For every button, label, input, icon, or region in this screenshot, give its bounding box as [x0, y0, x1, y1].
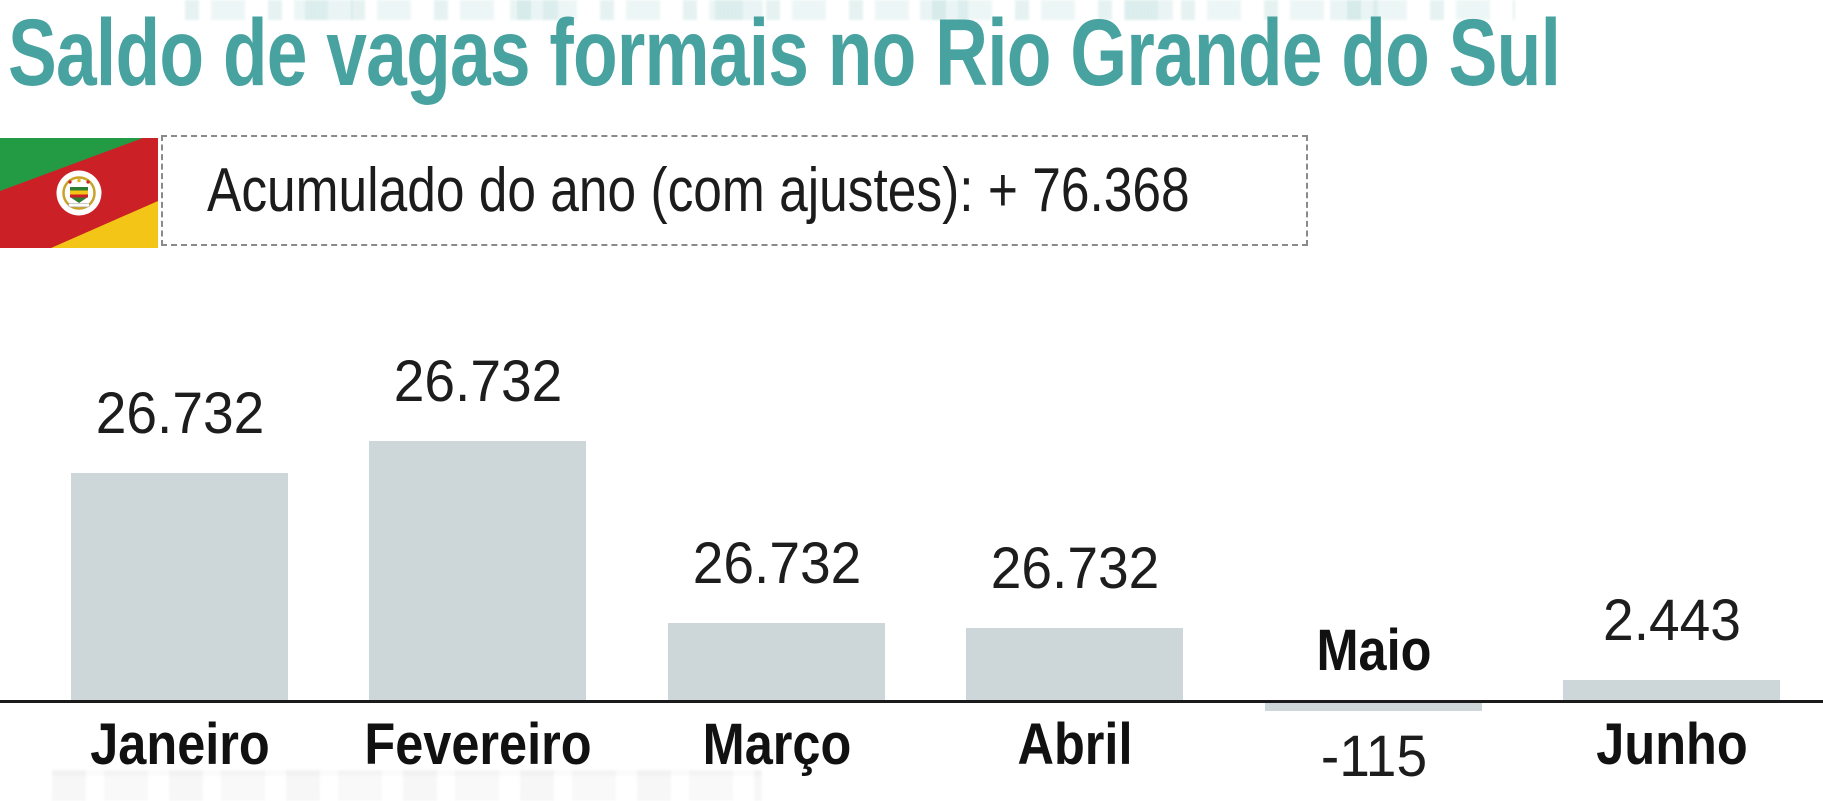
flag-green-triangle [0, 138, 143, 191]
bar-fevereiro [369, 441, 586, 701]
summary-text: Acumulado do ano (com ajustes): + 76.368 [207, 155, 1190, 225]
bar-month-label: Junho [1595, 712, 1748, 777]
x-axis-line [0, 700, 1823, 703]
bar-month-label: Abril [1017, 712, 1132, 777]
bar-value-label: 26.732 [95, 381, 264, 446]
bar-janeiro [71, 473, 288, 701]
bar-month-label: Maio [1316, 618, 1431, 683]
cropped-text-artifact-bottom [52, 770, 762, 801]
bar-maio [1265, 703, 1482, 711]
rio-grande-do-sul-flag-icon [0, 138, 158, 248]
bar-marco [668, 623, 885, 701]
chart-title: Saldo de vagas formais no Rio Grande do … [8, 0, 1561, 106]
bar-abril [966, 628, 1183, 701]
bar-value-label: -115 [1320, 724, 1427, 789]
bar-month-label: Fevereiro [363, 712, 592, 777]
summary-box: Acumulado do ano (com ajustes): + 76.368 [161, 135, 1308, 246]
bar-junho [1563, 680, 1780, 701]
bar-value-label: 26.732 [393, 349, 562, 414]
bar-month-label: Março [702, 712, 851, 777]
bar-month-label: Janeiro [89, 712, 270, 777]
bar-value-label: 26.732 [692, 531, 861, 596]
bar-value-label: 2.443 [1602, 588, 1741, 653]
flag-coat-of-arms [62, 176, 96, 210]
flag-yellow-triangle [51, 201, 158, 248]
bar-value-label: 26.732 [990, 536, 1159, 601]
cropped-text-artifact-top [185, 0, 1515, 20]
